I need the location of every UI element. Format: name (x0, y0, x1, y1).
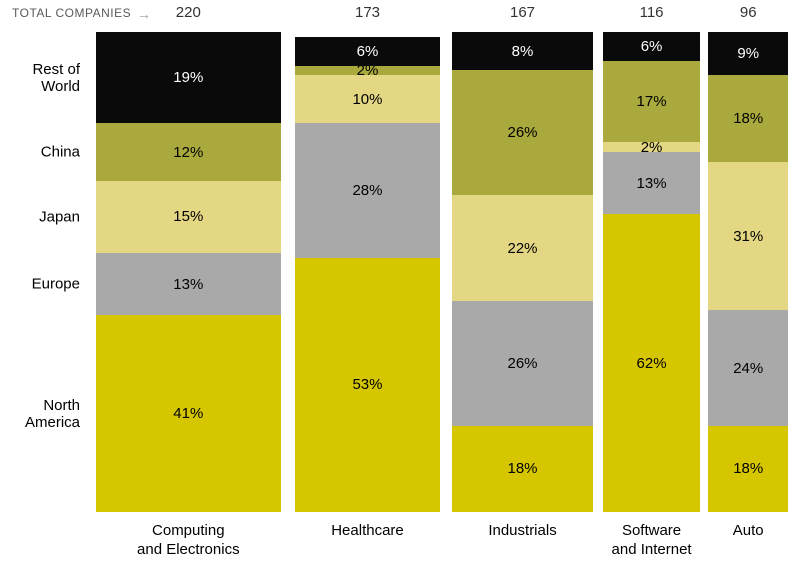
segment-china: 12% (96, 123, 281, 181)
segment-value-label: 24% (733, 360, 763, 377)
y-axis-label-europe: Europe (32, 275, 80, 292)
segment-value-label: 62% (637, 355, 667, 372)
segment-value-label: 12% (173, 144, 203, 161)
segment-value-label: 6% (357, 43, 379, 60)
column-total: 167 (510, 4, 535, 21)
segment-rest_of_world: 19% (96, 32, 281, 123)
segment-china: 17% (603, 61, 700, 143)
segment-value-label: 53% (352, 376, 382, 393)
segment-rest_of_world: 9% (708, 32, 789, 75)
segment-value-label: 13% (173, 276, 203, 293)
segment-china: 2% (295, 66, 440, 76)
segment-value-label: 18% (733, 110, 763, 127)
y-axis-label-china: China (41, 143, 80, 160)
segment-north_america: 62% (603, 214, 700, 512)
total-companies-label: TOTAL COMPANIES → (12, 6, 155, 22)
x-axis: Computing and Electronics Healthcare Indus… (88, 516, 792, 564)
segment-value-label: 18% (733, 460, 763, 477)
stacked-bar: 18% 24% 31% 18% 9% (708, 32, 789, 512)
segment-china: 18% (708, 75, 789, 161)
segment-value-label: 41% (173, 405, 203, 422)
segment-value-label: 26% (508, 124, 538, 141)
segment-north_america: 18% (708, 426, 789, 512)
column-total: 173 (355, 4, 380, 21)
segment-value-label: 8% (512, 43, 534, 60)
y-axis-label-japan: Japan (39, 208, 80, 225)
x-axis-label: Industrials (488, 522, 556, 541)
stacked-bar: 53% 28% 10% 2% 6% (295, 37, 440, 512)
y-axis-label-rest_of_world: Rest of World (32, 60, 80, 95)
segment-north_america: 53% (295, 258, 440, 512)
segment-value-label: 26% (508, 355, 538, 372)
segment-japan: 31% (708, 162, 789, 311)
segment-value-label: 10% (352, 91, 382, 108)
column-total: 96 (740, 4, 757, 21)
segment-value-label: 31% (733, 228, 763, 245)
segment-europe: 24% (708, 310, 789, 425)
segment-value-label: 18% (508, 460, 538, 477)
segment-value-label: 17% (637, 93, 667, 110)
arrow-icon: → (137, 6, 152, 22)
x-axis-label: Healthcare (331, 522, 404, 541)
x-axis-label: Auto (733, 522, 764, 541)
stacked-bar: 41% 13% 15% 12% 19% (96, 32, 281, 512)
x-axis-label: Computing and Electronics (137, 522, 240, 560)
segment-japan: 22% (452, 195, 592, 301)
stacked-bar: 18% 26% 22% 26% 8% (452, 32, 592, 512)
segment-value-label: 9% (737, 45, 759, 62)
segment-value-label: 6% (641, 38, 663, 55)
y-axis-label-north_america: North America (25, 396, 80, 431)
stacked-bar: 62% 13% 2% 17% 6% (603, 32, 700, 512)
segment-europe: 13% (96, 253, 281, 315)
segment-north_america: 41% (96, 315, 281, 512)
y-axis: North America Europe Japan China Rest of Wor… (0, 32, 88, 512)
x-axis-label: Software and Internet (612, 522, 692, 560)
segment-value-label: 19% (173, 69, 203, 86)
column-total: 116 (640, 4, 664, 21)
segment-north_america: 18% (452, 426, 592, 512)
segment-value-label: 13% (637, 175, 667, 192)
total-companies-text: TOTAL COMPANIES (12, 6, 131, 20)
segment-china: 26% (452, 70, 592, 195)
segment-rest_of_world: 6% (603, 32, 700, 61)
segment-value-label: 28% (352, 182, 382, 199)
segment-europe: 13% (603, 152, 700, 214)
header-row: TOTAL COMPANIES → 220 173 167 116 96 (0, 4, 800, 28)
chart-plot-area: 41% 13% 15% 12% 19% 53% 28% 10% 2% 6% 18% 26% 22% 26%… (88, 32, 792, 512)
segment-europe: 26% (452, 301, 592, 426)
segment-rest_of_world: 6% (295, 37, 440, 66)
segment-value-label: 22% (508, 240, 538, 257)
segment-japan: 15% (96, 181, 281, 253)
segment-europe: 28% (295, 123, 440, 257)
segment-value-label: 15% (173, 208, 203, 225)
segment-rest_of_world: 8% (452, 32, 592, 70)
column-total: 220 (176, 4, 201, 21)
segment-japan: 10% (295, 75, 440, 123)
segment-japan: 2% (603, 142, 700, 152)
